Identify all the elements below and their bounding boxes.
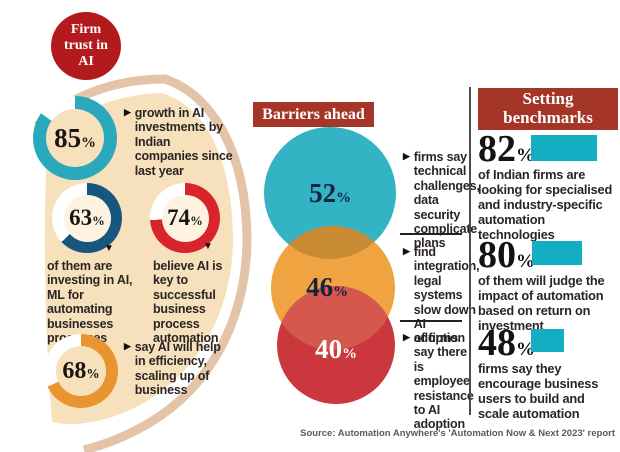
barrier-40-value: 40%: [315, 334, 357, 364]
barrier-46-desc: find integration, legal systems slow dow…: [413, 245, 480, 346]
barriers-ahead-title: Barriers ahead: [262, 105, 365, 123]
donut-68: 68%: [44, 334, 118, 408]
donut-74-value: 74%: [167, 205, 203, 230]
divider-line: [400, 233, 462, 235]
donut-63: 63%: [52, 183, 122, 253]
benchmark-48-value: 48%: [478, 322, 535, 364]
benchmark-82-desc: of Indian firms are looking for speciali…: [478, 167, 613, 243]
benchmark-82-bar: [531, 135, 597, 161]
donut-85-value: 85%: [54, 122, 96, 153]
pointer-right-icon: ▶: [403, 246, 410, 256]
stat-74-text-block: believe AI is key to successful business…: [153, 259, 237, 345]
firm-trust-title: Firm trust in AI: [64, 22, 108, 69]
pointer-right-icon: ▶: [403, 332, 410, 342]
setting-benchmarks-title: Setting benchmarks: [503, 89, 593, 127]
barrier-40-text-block: ▶ of firms say there is employee resista…: [403, 331, 474, 432]
firm-trust-title-badge: Firm trust in AI: [51, 12, 121, 80]
divider-line: [400, 320, 462, 322]
benchmark-48-desc: firms say they encourage business users …: [478, 361, 599, 422]
benchmark-48-bar: [531, 329, 564, 352]
donut-74: 74%: [150, 183, 220, 253]
setting-benchmarks-header: Setting benchmarks: [478, 88, 618, 130]
barrier-46-value: 46%: [306, 272, 348, 302]
barrier-40-desc: of firms say there is employee resistanc…: [413, 331, 474, 432]
pointer-right-icon: ▶: [124, 341, 131, 351]
pointer-right-icon: ▶: [403, 151, 410, 161]
stat-68-text-block: ▶ say AI will help in efficiency, scalin…: [124, 340, 234, 398]
donut-68-value: 68%: [62, 357, 100, 384]
stat-85-desc: growth in AI investments by Indian compa…: [134, 106, 233, 178]
barrier-52-text-block: ▶ firms say technical challenges, data s…: [403, 150, 480, 251]
benchmark-82-value: 82%: [478, 128, 535, 170]
pointer-right-icon: ▶: [124, 107, 131, 117]
barrier-52-desc: firms say technical challenges, data sec…: [413, 150, 480, 251]
barrier-46-text-block: ▶ find integration, legal systems slow d…: [403, 245, 480, 346]
barriers-ahead-header: Barriers ahead: [253, 102, 374, 127]
section-divider-line: [469, 87, 471, 415]
benchmark-80-value: 80%: [478, 234, 535, 276]
stat-85-text-block: ▶ growth in AI investments by Indian com…: [124, 106, 234, 178]
pointer-down-icon: ▼: [104, 243, 114, 254]
benchmark-80-bar: [532, 241, 582, 265]
donut-85: 85%: [33, 96, 117, 180]
donut-63-value: 63%: [69, 205, 105, 230]
pointer-down-icon: ▼: [203, 241, 213, 252]
stat-68-desc: say AI will help in efficiency, scaling …: [134, 340, 221, 398]
stat-63-text-block: of them are investing in AI, ML for auto…: [47, 259, 147, 345]
barrier-52-value: 52%: [309, 178, 351, 208]
stat-74-desc: believe AI is key to successful business…: [153, 259, 223, 345]
source-credit: Source: Automation Anywhere's 'Automatio…: [300, 428, 615, 439]
stat-63-desc: of them are investing in AI, ML for auto…: [47, 259, 133, 345]
benchmark-80-desc: of them will judge the impact of automat…: [478, 273, 605, 334]
